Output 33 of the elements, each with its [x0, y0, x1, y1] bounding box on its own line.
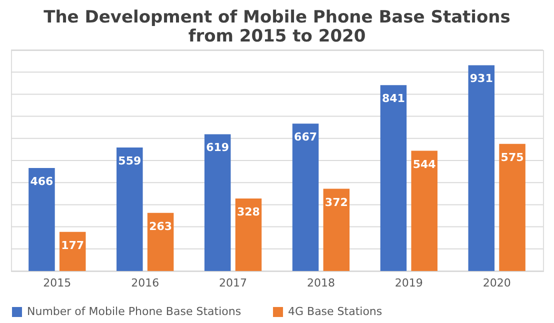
data-label: 841 [382, 92, 405, 106]
data-label: 544 [412, 158, 436, 171]
x-tick-label: 2016 [131, 276, 160, 290]
x-tick-label: 2020 [482, 276, 511, 290]
bar [468, 65, 495, 271]
bar [59, 232, 86, 271]
x-tick-label: 2019 [394, 276, 423, 290]
x-tick-label: 2015 [43, 276, 72, 290]
bar [323, 188, 350, 271]
data-label: 575 [500, 150, 524, 164]
data-label: 177 [61, 238, 84, 252]
data-label: 372 [324, 196, 348, 209]
data-label: 931 [470, 72, 493, 86]
bar [499, 144, 526, 271]
x-tick-label: 2018 [306, 276, 335, 290]
data-label: 667 [294, 130, 318, 144]
legend-label: 4G Base Stations [288, 305, 382, 318]
data-label: 466 [30, 175, 54, 188]
bar [147, 212, 174, 271]
data-label: 619 [206, 141, 230, 154]
bar [411, 150, 438, 271]
data-label: 263 [149, 220, 172, 233]
data-label: 559 [118, 154, 142, 168]
bar [380, 85, 407, 271]
legend-label: Number of Mobile Phone Base Stations [27, 305, 242, 318]
bar [28, 168, 55, 271]
bar [292, 124, 319, 271]
bar [235, 198, 262, 271]
chart-title: The Development of Mobile Phone Base Stations from 2015 to 2020 [44, 8, 510, 46]
x-tick-label: 2017 [219, 276, 248, 290]
data-label: 328 [236, 206, 260, 219]
bar [204, 134, 231, 271]
bar [116, 147, 143, 271]
